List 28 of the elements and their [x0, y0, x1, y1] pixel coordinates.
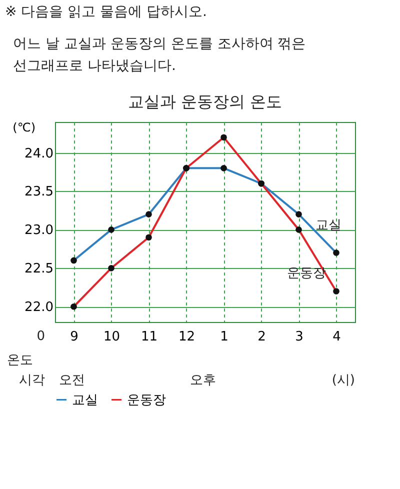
text: 오전: [59, 373, 85, 388]
text: 0: [36, 329, 45, 344]
x-tick-label: 1: [220, 330, 228, 344]
text: 교실: [315, 218, 342, 233]
text: 선그래프로 나타냈습니다.: [13, 58, 176, 74]
text: 오후: [190, 373, 216, 388]
legend-label: 교실: [72, 392, 98, 408]
x-tick-label: 11: [140, 330, 158, 344]
text: 시각: [19, 373, 45, 388]
text: 온도: [7, 353, 33, 368]
x-tick-label: 10: [103, 330, 120, 344]
x-tick-label: 4: [332, 330, 341, 344]
x-tick-label: 9: [70, 330, 78, 344]
y-axis-title: (℃): [12, 120, 36, 134]
y-tick-label: 23.5: [24, 184, 54, 200]
x-axis-title: (시): [332, 373, 355, 388]
x-tick-label: 12: [178, 330, 196, 344]
x-tick-label: 2: [258, 330, 266, 344]
text: 어느 날 교실과 운동장의 온도를 조사하여 꺾은: [13, 36, 306, 52]
x-tick-label: 3: [295, 330, 304, 344]
legend-label: 운동장: [127, 392, 166, 408]
y-tick-label: 24.0: [24, 146, 54, 162]
text: ※ 다음을 읽고 물음에 답하시오.: [5, 4, 207, 20]
text: 운동장: [286, 266, 326, 282]
y-tick-label: 22.0: [24, 300, 54, 316]
y-tick-label: 23.0: [24, 223, 54, 238]
y-tick-label: 22.5: [24, 262, 54, 277]
chart-title: 교실과 운동장의 온도: [128, 92, 282, 111]
